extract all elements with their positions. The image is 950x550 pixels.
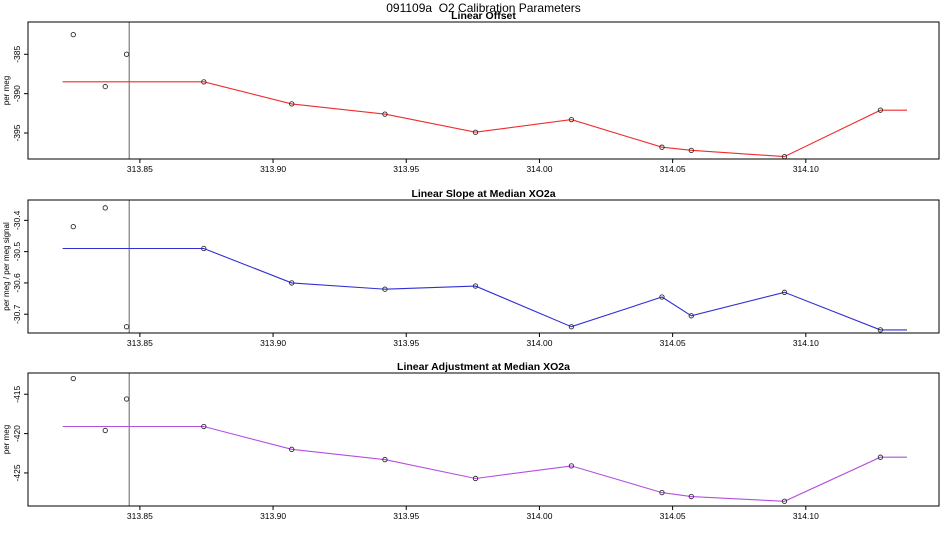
panel-1-outlier-point bbox=[102, 205, 108, 211]
panel-2-y-axis-title: per meg bbox=[2, 425, 11, 454]
panel-1-data-point bbox=[472, 283, 479, 289]
panel-0-data-point bbox=[688, 147, 694, 153]
panel-0-data-point bbox=[201, 79, 207, 85]
panel-1-data-point bbox=[568, 324, 575, 330]
figure-title: 091109a O2 Calibration Parameters bbox=[386, 1, 581, 15]
panel-2-outlier-point bbox=[102, 427, 108, 434]
panel-2-x-tick-label: 313.90 bbox=[260, 511, 286, 521]
panel-0-data-point bbox=[289, 101, 295, 107]
panel-0-x-tick-label: 313.95 bbox=[393, 164, 419, 174]
panel-0-y-axis-title: per meg bbox=[2, 76, 11, 105]
panel-0-data-point bbox=[659, 144, 665, 150]
panel-1-y-tick-label: -30.5 bbox=[12, 242, 22, 262]
panel-1-y-tick-label: -30.7 bbox=[12, 304, 22, 324]
panel-0-data-point bbox=[382, 111, 388, 117]
panel-1-x-tick-label: 313.90 bbox=[260, 338, 286, 348]
panel-2-y-tick-label: -420 bbox=[12, 425, 22, 442]
panel-0-x-tick-label: 314.00 bbox=[526, 164, 552, 174]
panel-2-data-point bbox=[781, 498, 788, 504]
panel-1-y-tick-label: -30.4 bbox=[12, 210, 22, 230]
panel-title-linear-slope: Linear Slope at Median XO2a bbox=[411, 188, 556, 200]
panel-2-outlier-point bbox=[70, 375, 76, 382]
panel-2-series-line bbox=[62, 425, 907, 502]
panel-2-data-point bbox=[472, 475, 479, 482]
panel-2-data-point bbox=[688, 493, 694, 500]
panel-0-x-tick-label: 313.85 bbox=[127, 164, 153, 174]
panel-1-data-point bbox=[877, 327, 884, 333]
panel-0-data-point bbox=[877, 107, 884, 113]
panel-0-x-tick-label: 314.10 bbox=[793, 164, 819, 174]
panel-0-outlier-point bbox=[123, 51, 130, 57]
panel-0-outlier-point bbox=[102, 83, 108, 90]
panel-2-data-point bbox=[659, 489, 665, 496]
panel-1-y-tick-label: -30.6 bbox=[12, 273, 22, 293]
panel-0-data-point bbox=[568, 116, 575, 123]
panel-0-outlier-point bbox=[70, 31, 76, 38]
panel-1-x-tick-label: 314.10 bbox=[793, 338, 819, 348]
panel-2-x-tick-label: 314.00 bbox=[526, 511, 552, 521]
panel-0-y-tick-label: -395 bbox=[12, 124, 22, 141]
panel-0-x-tick-label: 314.05 bbox=[660, 164, 686, 174]
panel-title-linear-offset: Linear Offset bbox=[451, 10, 516, 22]
panel-1-data-point bbox=[382, 286, 388, 292]
panel-2-x-tick-label: 314.05 bbox=[660, 511, 686, 521]
panel-2-data-point bbox=[568, 463, 575, 469]
panel-2-data-point bbox=[201, 423, 207, 430]
panel-1-plot-box bbox=[27, 199, 940, 334]
panel-2-x-tick-label: 313.85 bbox=[127, 511, 153, 521]
panel-1-outlier-point bbox=[70, 223, 76, 230]
panel-1-data-point bbox=[289, 280, 295, 286]
panel-1-series-line bbox=[62, 247, 907, 331]
panel-0-data-point bbox=[472, 129, 479, 135]
panel-0-y-tick-label: -390 bbox=[12, 85, 22, 102]
panel-1-x-tick-label: 314.05 bbox=[660, 338, 686, 348]
panel-2-x-tick-label: 313.95 bbox=[393, 511, 419, 521]
panel-1-outlier-point bbox=[123, 324, 130, 330]
panel-1-y-axis-title: per meg / per meg signal bbox=[2, 222, 11, 311]
panel-2-x-tick-label: 314.10 bbox=[793, 511, 819, 521]
panel-1-data-point bbox=[201, 245, 207, 252]
panel-0-x-tick-label: 313.90 bbox=[260, 164, 286, 174]
panel-2-outlier-point bbox=[123, 396, 130, 402]
panel-1-data-point bbox=[688, 313, 694, 319]
panel-2-data-point bbox=[289, 446, 295, 452]
panel-title-linear-adjustment: Linear Adjustment at Median XO2a bbox=[397, 361, 570, 373]
panel-1-data-point bbox=[781, 289, 788, 295]
panel-0-plot-box bbox=[27, 21, 940, 160]
panel-1-x-tick-label: 313.85 bbox=[127, 338, 153, 348]
panel-1-x-tick-label: 314.00 bbox=[526, 338, 552, 348]
panel-1-data-point bbox=[659, 294, 665, 300]
panel-0-series-line bbox=[62, 81, 907, 158]
panel-2-data-point bbox=[877, 454, 884, 460]
panel-2-y-tick-label: -415 bbox=[12, 385, 22, 402]
panel-0-y-tick-label: -385 bbox=[12, 46, 22, 63]
panel-2-y-tick-label: -425 bbox=[12, 464, 22, 481]
panel-2-plot-box bbox=[27, 372, 940, 507]
panel-2-data-point bbox=[382, 456, 388, 463]
panel-1-x-tick-label: 313.95 bbox=[393, 338, 419, 348]
